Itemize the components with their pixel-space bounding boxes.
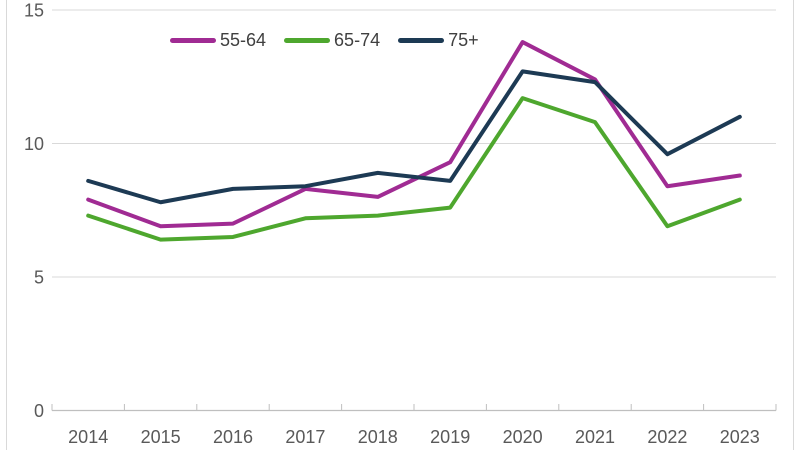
- x-tick-label-2016: 2016: [213, 427, 253, 447]
- y-tick-label-10: 10: [24, 134, 44, 154]
- legend-item-55-64: 55-64: [170, 30, 266, 50]
- x-tick-label-2018: 2018: [358, 427, 398, 447]
- legend-swatch-75plus: [398, 37, 445, 43]
- y-tick-label-5: 5: [34, 268, 44, 288]
- series-line-75plus: [86, 69, 742, 205]
- x-tick-label-2020: 2020: [503, 427, 543, 447]
- legend-swatch-65-74: [284, 37, 331, 43]
- legend-label-75plus: 75+: [448, 30, 479, 50]
- legend-label-65-74: 65-74: [334, 30, 381, 50]
- y-tick-label-15: 15: [24, 1, 44, 21]
- x-tick-label-2022: 2022: [647, 427, 687, 447]
- series-line-55-64: [86, 40, 742, 229]
- x-tick-label-2017: 2017: [285, 427, 325, 447]
- x-tick-label-2015: 2015: [141, 427, 181, 447]
- legend-swatch-55-64: [170, 37, 216, 43]
- legend-label-55-64: 55-64: [220, 30, 267, 50]
- legend-item-65-74: 65-74: [284, 30, 380, 50]
- series-line-65-74: [86, 96, 742, 242]
- x-tick-label-2014: 2014: [68, 427, 108, 447]
- y-tick-label-0: 0: [34, 401, 44, 421]
- legend-item-75plus: 75+: [398, 30, 479, 50]
- chart-legend: 55-64 65-74 75+: [170, 30, 479, 50]
- x-tick-label-2019: 2019: [430, 427, 470, 447]
- x-tick-label-2021: 2021: [575, 427, 615, 447]
- x-tick-label-2023: 2023: [720, 427, 760, 447]
